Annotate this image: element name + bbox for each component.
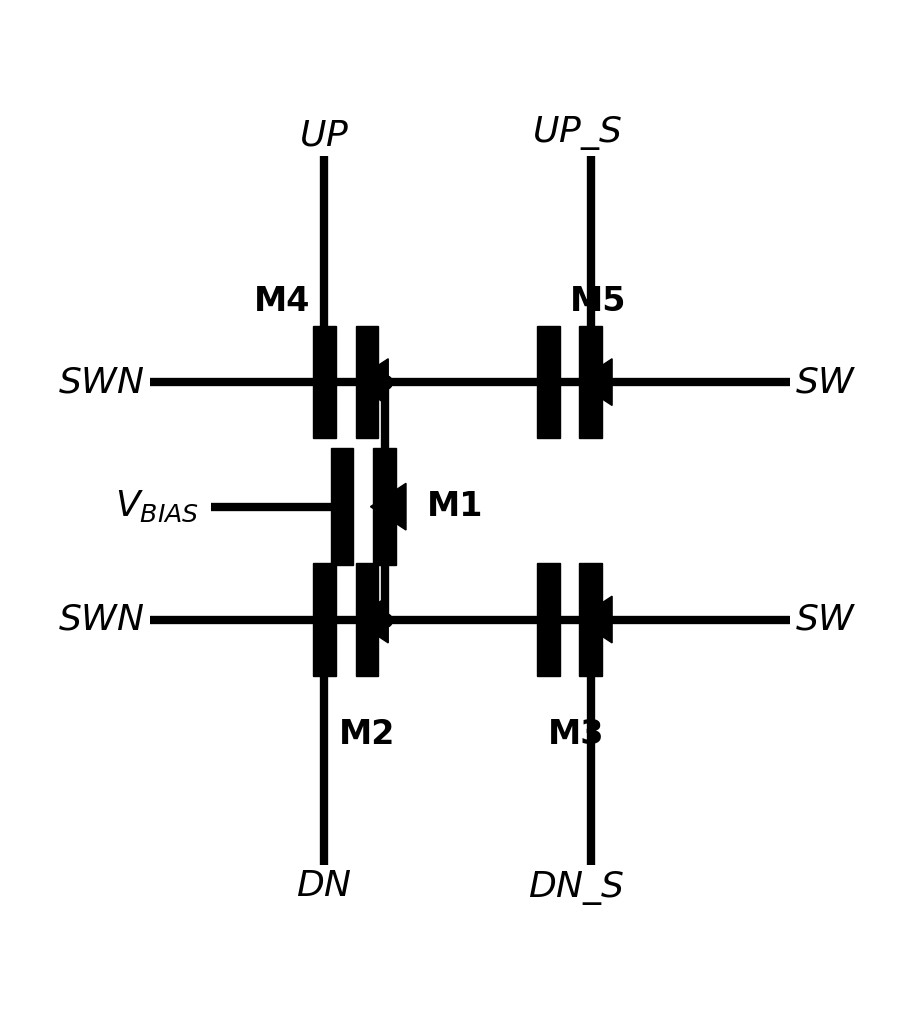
Text: $V_{BIAS}$: $V_{BIAS}$ [115,489,199,525]
Bar [536,327,559,438]
Bar [313,327,336,438]
Text: M1: M1 [427,490,483,523]
Polygon shape [370,483,406,530]
Bar [580,563,602,675]
Polygon shape [577,596,613,643]
Text: $DN$: $DN$ [296,868,352,903]
Bar [356,327,379,438]
Text: M4: M4 [253,285,310,318]
Bar [536,563,559,675]
Text: $SW$: $SW$ [795,365,857,399]
Polygon shape [577,359,613,405]
Bar [580,327,602,438]
Bar [373,448,396,565]
Text: M5: M5 [569,285,626,318]
Text: $DN\_S$: $DN\_S$ [528,868,624,907]
Text: $UP$: $UP$ [299,118,349,153]
Text: $SWN$: $SWN$ [58,603,145,637]
Polygon shape [353,359,388,405]
Text: M3: M3 [548,719,605,751]
Bar [356,563,379,675]
Text: $SW$: $SW$ [795,603,857,637]
Text: M2: M2 [338,719,395,751]
Bar [331,448,353,565]
Text: $SWN$: $SWN$ [58,365,145,399]
Text: $UP\_S$: $UP\_S$ [532,114,622,153]
Bar [313,563,336,675]
Polygon shape [353,596,388,643]
